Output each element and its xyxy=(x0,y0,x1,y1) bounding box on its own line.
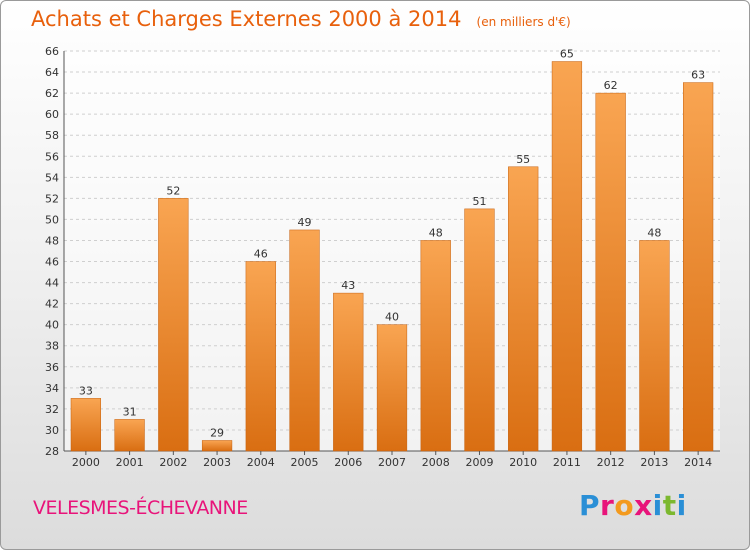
logo-letter: t xyxy=(662,489,677,522)
y-tick-label: 42 xyxy=(45,298,59,311)
x-tick-label: 2001 xyxy=(116,456,144,469)
y-tick-label: 40 xyxy=(45,319,59,332)
chart-title-block: Achats et Charges Externes 2000 à 2014 (… xyxy=(31,7,571,31)
y-tick-label: 66 xyxy=(45,45,59,58)
logo-letter: x xyxy=(634,489,653,522)
data-label: 33 xyxy=(79,384,93,397)
y-tick-label: 58 xyxy=(45,129,59,142)
commune-name: VELESMES-ÉCHEVANNE xyxy=(33,497,248,519)
y-tick-label: 30 xyxy=(45,424,59,437)
data-label: 29 xyxy=(210,426,224,439)
data-label: 48 xyxy=(647,226,661,239)
x-tick-label: 2006 xyxy=(334,456,362,469)
bar xyxy=(114,419,145,452)
x-tick-label: 2013 xyxy=(640,456,668,469)
bar xyxy=(333,292,364,452)
logo-letter: i xyxy=(676,489,687,522)
logo-letter: r xyxy=(600,489,615,522)
y-tick-label: 38 xyxy=(45,340,59,353)
x-tick-label: 2005 xyxy=(291,456,319,469)
data-label: 65 xyxy=(560,48,574,61)
bar xyxy=(245,261,276,452)
data-label: 46 xyxy=(254,248,268,261)
bar xyxy=(201,440,233,452)
y-tick-label: 64 xyxy=(45,66,59,79)
bar xyxy=(508,166,539,452)
logo-letter: o xyxy=(614,489,635,522)
y-tick-label: 28 xyxy=(45,445,59,458)
x-tick-label: 2008 xyxy=(422,456,450,469)
x-tick-label: 2009 xyxy=(465,456,493,469)
data-label: 49 xyxy=(298,216,312,229)
y-tick-label: 46 xyxy=(45,256,59,269)
x-tick-label: 2000 xyxy=(72,456,100,469)
bar xyxy=(420,240,451,452)
chart-subtitle: (en milliers d'€) xyxy=(476,15,571,29)
x-tick-label: 2002 xyxy=(159,456,187,469)
x-tick-label: 2014 xyxy=(684,456,712,469)
logo-letter: P xyxy=(579,489,601,522)
data-label: 62 xyxy=(604,79,618,92)
bar xyxy=(464,208,495,452)
bar xyxy=(158,198,189,452)
data-label: 31 xyxy=(123,405,137,418)
y-tick-label: 32 xyxy=(45,403,59,416)
x-tick-label: 2004 xyxy=(247,456,275,469)
y-tick-label: 52 xyxy=(45,192,59,205)
x-tick-label: 2003 xyxy=(203,456,231,469)
y-tick-label: 44 xyxy=(45,277,59,290)
data-label: 48 xyxy=(429,226,443,239)
data-label: 40 xyxy=(385,311,399,324)
y-tick-label: 50 xyxy=(45,213,59,226)
x-tick-label: 2007 xyxy=(378,456,406,469)
bar xyxy=(683,82,714,452)
x-tick-label: 2010 xyxy=(509,456,537,469)
logo-letter: i xyxy=(652,489,663,522)
chart-title: Achats et Charges Externes 2000 à 2014 xyxy=(31,7,462,31)
bar xyxy=(639,240,670,452)
x-tick-label: 2011 xyxy=(553,456,581,469)
bar xyxy=(376,324,408,452)
bar xyxy=(70,398,101,452)
data-label: 63 xyxy=(691,69,705,82)
y-tick-label: 36 xyxy=(45,361,59,374)
x-tick-label: 2012 xyxy=(597,456,625,469)
y-tick-label: 62 xyxy=(45,87,59,100)
data-label: 43 xyxy=(341,279,355,292)
y-tick-label: 34 xyxy=(45,382,59,395)
data-label: 55 xyxy=(516,153,530,166)
bar xyxy=(551,61,583,452)
y-tick-label: 56 xyxy=(45,150,59,163)
bar xyxy=(595,92,626,452)
y-tick-label: 48 xyxy=(45,234,59,247)
y-tick-label: 60 xyxy=(45,108,59,121)
data-label: 51 xyxy=(472,195,486,208)
data-label: 52 xyxy=(166,184,180,197)
proxiti-logo: Proxiti xyxy=(579,489,687,522)
bar xyxy=(289,229,320,452)
y-tick-label: 54 xyxy=(45,171,59,184)
